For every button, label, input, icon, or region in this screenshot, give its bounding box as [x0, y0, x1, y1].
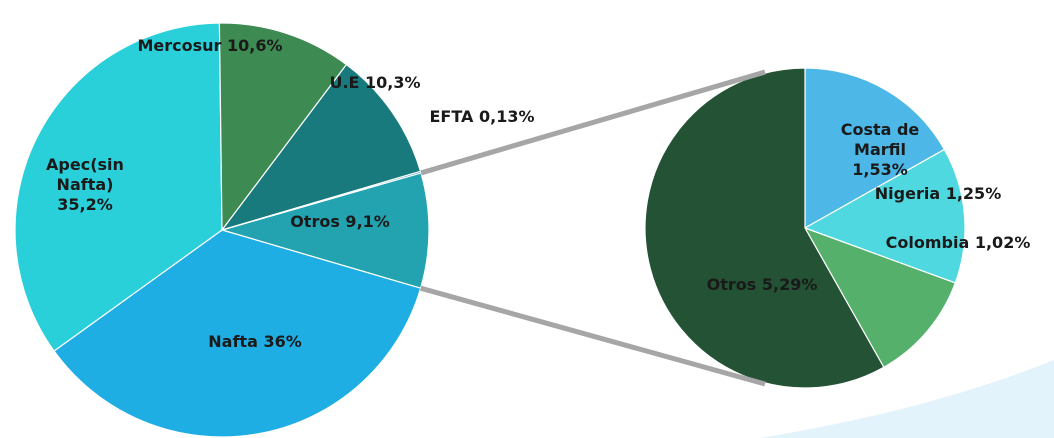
label-part: 35,2% [57, 195, 113, 214]
pie-slice [219, 172, 430, 289]
label-part: Nafta [208, 332, 258, 351]
pie-slice [803, 148, 966, 284]
label-part: EFTA [429, 107, 474, 126]
data-label: Mercosur 10,6% [137, 36, 282, 56]
data-label: Apec(sin Nafta) 35,2% [15, 155, 155, 215]
label-part: Nigeria [874, 184, 941, 203]
pie-slice [803, 226, 957, 369]
data-label: Costa de Marfil 1,53% [835, 120, 925, 180]
data-label: Colombia 1,02% [886, 233, 1031, 253]
connector-line [420, 69, 766, 176]
data-label: Otros 5,29% [707, 275, 818, 295]
label-part: 1,02% [974, 233, 1031, 252]
label-part: U.E [329, 73, 360, 92]
decor-swoosh [760, 360, 1054, 438]
label-part: 10,6% [227, 36, 283, 55]
data-label: Nigeria 1,25% [875, 184, 1001, 204]
label-part: Costa de Marfil [840, 120, 920, 159]
pie-slice [644, 67, 885, 389]
pie-slice [804, 67, 946, 230]
pie-slice [220, 63, 422, 232]
pie-slice [14, 22, 223, 352]
label-part: Otros [290, 212, 340, 231]
pie-slice [218, 22, 348, 232]
data-label: EFTA 0,13% [429, 107, 534, 127]
data-label: Nafta 36% [208, 332, 301, 352]
label-part: 36% [263, 332, 302, 351]
pie-slice [53, 229, 422, 438]
label-part: 5,29% [761, 275, 818, 294]
label-part: Mercosur [137, 36, 222, 55]
label-part: Apec(sin Nafta) [46, 155, 124, 194]
label-part: 10,3% [365, 73, 421, 92]
label-part: 1,53% [852, 160, 908, 179]
label-part: 9,1% [345, 212, 390, 231]
data-label: Otros 9,1% [290, 212, 390, 232]
label-part: 1,25% [945, 184, 1002, 203]
label-part: Otros [706, 275, 757, 294]
data-label: U.E 10,3% [329, 73, 420, 93]
label-part: Colombia [885, 233, 970, 252]
connector-line [419, 285, 766, 387]
label-part: 0,13% [478, 107, 535, 126]
